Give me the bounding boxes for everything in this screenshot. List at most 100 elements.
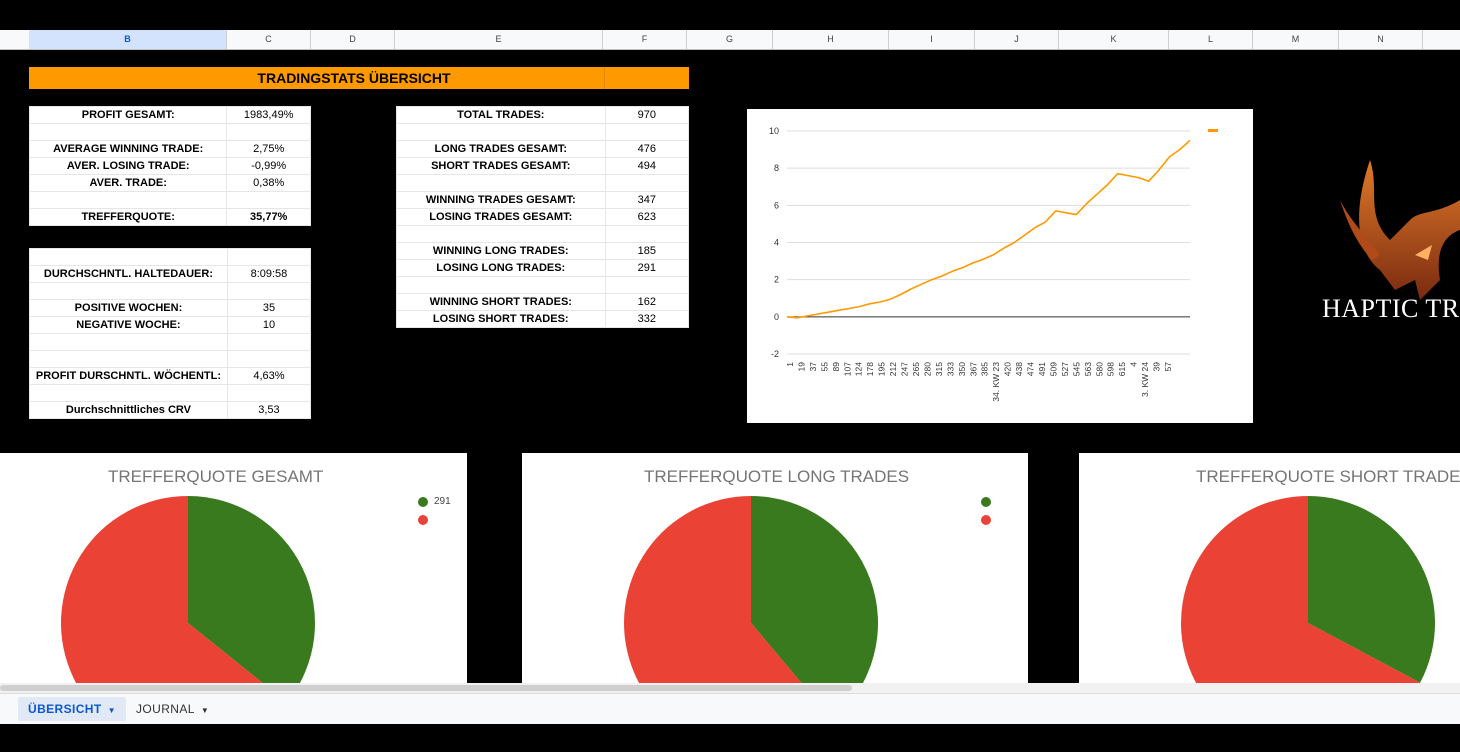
x-tick-label: 580 — [1094, 362, 1104, 376]
equity-series-line[interactable] — [786, 139, 1191, 319]
column-header-k[interactable]: K — [1059, 30, 1169, 49]
row-value[interactable]: 494 — [604, 157, 690, 175]
row-label[interactable]: POSITIVE WOCHEN: — [29, 299, 228, 317]
x-tick-label: 420 — [1003, 362, 1013, 376]
row-label[interactable]: DURCHSCHNTL. HALTEDAUER: — [29, 265, 228, 283]
row-label[interactable]: LONG TRADES GESAMT: — [396, 140, 606, 158]
column-header-j[interactable]: J — [975, 30, 1059, 49]
row-value[interactable]: 970 — [604, 106, 690, 124]
row-value[interactable] — [604, 123, 690, 141]
row-value[interactable]: 0,38% — [226, 174, 311, 192]
row-value[interactable] — [226, 191, 311, 209]
row-label[interactable]: SHORT TRADES GESAMT: — [396, 157, 606, 175]
row-label[interactable] — [29, 282, 228, 300]
row-label[interactable]: LOSING TRADES GESAMT: — [396, 208, 606, 226]
column-header-h[interactable]: H — [773, 30, 889, 49]
row-value[interactable]: 35 — [226, 299, 312, 317]
row-label[interactable]: WINNING LONG TRADES: — [396, 242, 606, 260]
logo-text: HAPTIC TR — [1322, 294, 1460, 323]
row-label[interactable]: LOSING SHORT TRADES: — [396, 310, 606, 328]
pie-chart-long[interactable] — [522, 453, 1028, 683]
caret-down-icon[interactable]: ▼ — [200, 706, 210, 715]
row-label[interactable]: WINNING TRADES GESAMT: — [396, 191, 606, 209]
pie-slice-losing[interactable] — [61, 496, 287, 683]
pie-slice-losing[interactable] — [624, 496, 833, 683]
row-value[interactable] — [226, 333, 312, 351]
row-value[interactable]: -0,99% — [226, 157, 311, 175]
pie-slice-winning[interactable] — [1308, 496, 1436, 683]
row-value[interactable] — [604, 225, 690, 243]
row-value[interactable]: 332 — [604, 310, 690, 328]
row-value[interactable]: 476 — [604, 140, 690, 158]
pie-card-gesamt[interactable]: TREFFERQUOTE GESAMT 291 — [0, 453, 467, 683]
row-label[interactable]: PROFIT GESAMT: — [28, 106, 228, 124]
pie-title: TREFFERQUOTE GESAMT — [108, 467, 324, 486]
row-value[interactable]: 35,77% — [226, 208, 311, 226]
row-label[interactable]: AVERAGE WINNING TRADE: — [28, 140, 228, 158]
pie-chart-gesamt[interactable] — [0, 453, 467, 683]
row-label[interactable]: Durchschnittliches CRV — [29, 401, 228, 419]
caret-down-icon[interactable]: ▼ — [107, 706, 116, 715]
row-label[interactable] — [396, 225, 606, 243]
row-value[interactable] — [226, 282, 312, 300]
row-value[interactable]: 2,75% — [226, 140, 311, 158]
table-row: TREFFERQUOTE: 35,77% — [28, 208, 311, 226]
scrollbar-thumb[interactable] — [0, 685, 852, 691]
row-value[interactable] — [226, 248, 312, 266]
row-value[interactable]: 4,63% — [226, 367, 312, 385]
row-value[interactable]: 185 — [604, 242, 690, 260]
row-value[interactable] — [604, 276, 690, 294]
pie-slice-winning[interactable] — [188, 496, 315, 683]
row-value[interactable]: 162 — [604, 293, 690, 311]
row-value[interactable]: 347 — [604, 191, 690, 209]
row-label[interactable]: WINNING SHORT TRADES: — [396, 293, 606, 311]
row-value[interactable] — [604, 174, 690, 192]
column-header-f[interactable]: F — [603, 30, 687, 49]
column-header-n[interactable]: N — [1339, 30, 1423, 49]
pie-slice-winning[interactable] — [751, 496, 879, 683]
row-value[interactable]: 10 — [226, 316, 312, 334]
row-value[interactable]: 3,53 — [226, 401, 312, 419]
column-header-b[interactable]: B — [29, 30, 227, 49]
row-label[interactable]: AVER. TRADE: — [28, 174, 228, 192]
row-label[interactable] — [29, 333, 228, 351]
row-label[interactable]: NEGATIVE WOCHE: — [29, 316, 228, 334]
row-value[interactable]: 8:09:58 — [226, 265, 312, 283]
row-label[interactable]: AVER. LOSING TRADE: — [28, 157, 228, 175]
row-value[interactable] — [226, 123, 311, 141]
column-header-e[interactable]: E — [395, 30, 603, 49]
column-header-g[interactable]: G — [687, 30, 773, 49]
row-label[interactable] — [29, 350, 228, 368]
column-header-i[interactable]: I — [889, 30, 975, 49]
row-label[interactable] — [396, 174, 606, 192]
row-label[interactable] — [396, 123, 606, 141]
tab-label: JOURNAL — [136, 702, 195, 716]
tab-journal[interactable]: JOURNAL ▼ — [126, 697, 219, 721]
column-header-l[interactable]: L — [1169, 30, 1253, 49]
row-label[interactable] — [28, 191, 228, 209]
row-label[interactable] — [29, 248, 228, 266]
row-label[interactable] — [29, 384, 228, 402]
tab-uebersicht[interactable]: ÜBERSICHT ▼ — [18, 697, 126, 721]
column-header-c[interactable]: C — [227, 30, 311, 49]
pie-chart-short[interactable] — [1079, 453, 1460, 683]
pie-card-long[interactable]: TREFFERQUOTE LONG TRADES — [522, 453, 1028, 683]
row-value[interactable] — [226, 350, 312, 368]
column-header-d[interactable]: D — [311, 30, 395, 49]
row-value[interactable]: 1983,49% — [226, 106, 311, 124]
row-value[interactable] — [226, 384, 312, 402]
pie-slice-losing[interactable] — [1181, 496, 1421, 683]
row-label[interactable]: TREFFERQUOTE: — [28, 208, 228, 226]
row-label[interactable] — [396, 276, 606, 294]
pie-card-short[interactable]: TREFFERQUOTE SHORT TRADES — [1079, 453, 1460, 683]
x-tick-label: 107 — [842, 362, 852, 376]
row-value[interactable]: 623 — [604, 208, 690, 226]
row-label[interactable] — [28, 123, 228, 141]
row-value[interactable]: 291 — [604, 259, 690, 277]
table-row: DURCHSCHNTL. HALTEDAUER: 8:09:58 — [29, 265, 312, 283]
column-header-m[interactable]: M — [1253, 30, 1339, 49]
row-label[interactable]: TOTAL TRADES: — [396, 106, 606, 124]
row-label[interactable]: LOSING LONG TRADES: — [396, 259, 606, 277]
row-label[interactable]: PROFIT DURSCHNTL. WÖCHENTL: — [29, 367, 228, 385]
